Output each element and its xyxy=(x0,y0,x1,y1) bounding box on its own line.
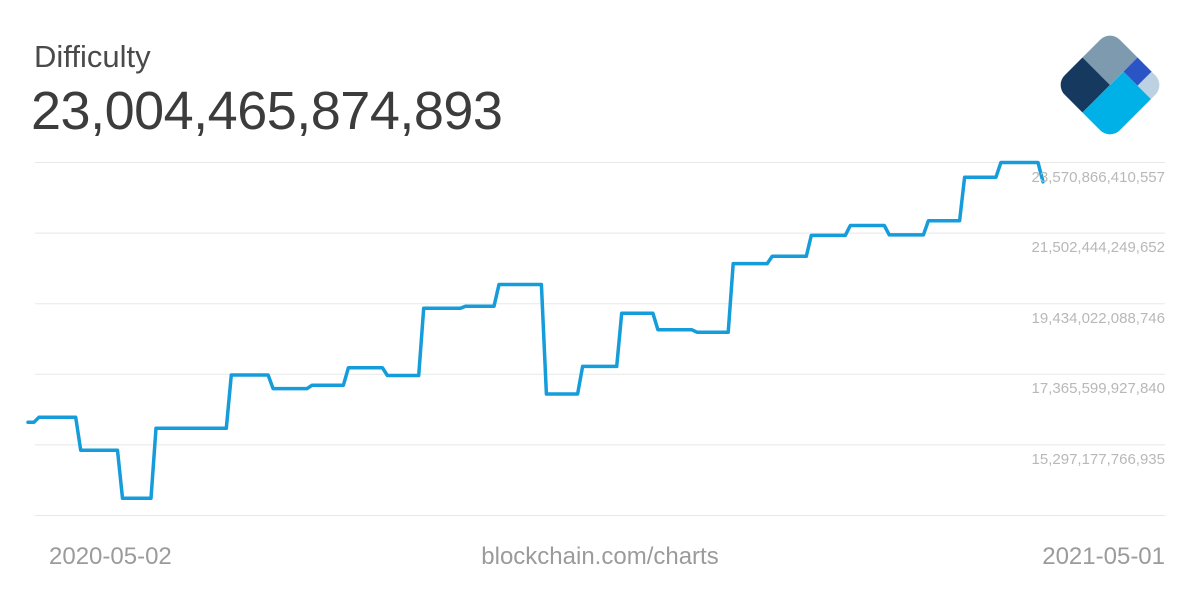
difficulty-current-value: 23,004,465,874,893 xyxy=(31,81,503,141)
y-axis-label: 15,297,177,766,935 xyxy=(1031,450,1165,468)
y-axis-label: 19,434,022,088,746 xyxy=(1031,309,1165,327)
x-axis-start-date: 2020-05-02 xyxy=(49,543,172,570)
y-axis-label: 23,570,866,410,557 xyxy=(1031,168,1165,186)
difficulty-line-series xyxy=(26,160,1045,501)
x-axis-end-date: 2021-05-01 xyxy=(1042,543,1165,570)
y-axis-label: 21,502,444,249,652 xyxy=(1031,239,1165,257)
site-link[interactable]: blockchain.com/charts xyxy=(481,543,719,570)
y-axis-label: 17,365,599,927,840 xyxy=(1031,380,1165,398)
page-title: Difficulty xyxy=(34,39,151,74)
